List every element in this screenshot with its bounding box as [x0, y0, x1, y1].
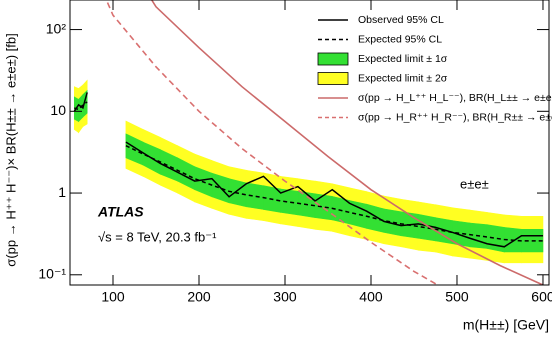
legend-label: Expected limit ± 1σ — [358, 53, 448, 65]
line — [150, 0, 544, 285]
x-tick-label: 300 — [273, 289, 297, 305]
channel-label: e±e± — [460, 176, 489, 191]
legend-label: Expected limit ± 2σ — [358, 72, 448, 84]
legend: Observed 95% CL Expected 95% CL Expected l… — [317, 14, 552, 123]
plot-area — [73, 0, 544, 285]
legend-swatch — [317, 52, 349, 66]
band — [486, 224, 505, 253]
x-tick-label: 600 — [531, 289, 552, 305]
legend-swatch — [317, 72, 349, 85]
band — [245, 182, 264, 210]
x-tick-label: 200 — [187, 289, 211, 305]
line — [125, 144, 543, 242]
band — [314, 193, 333, 221]
y-tick-label: 1 — [58, 184, 66, 200]
x-tick-label: 500 — [445, 289, 469, 305]
x-tick-label: 400 — [359, 289, 383, 305]
energy-label: √s = 8 TeV, 20.3 fb⁻¹ — [98, 229, 217, 244]
x-tick-label: 100 — [101, 289, 125, 305]
legend-label: σ(pp → H_R⁺⁺ H_R⁻⁻), BR(H_R±± → e±e±)=1 — [358, 111, 552, 123]
legend-label: Expected 95% CL — [358, 33, 442, 45]
y-tick-label: 10 — [50, 102, 66, 118]
y-tick-label: 10² — [46, 20, 67, 36]
atlas-label: ATLAS — [97, 204, 144, 220]
line — [73, 92, 88, 112]
x-axis-label: m(H±±) [GeV] — [463, 317, 549, 333]
legend-label: σ(pp → H_L⁺⁺ H_L⁻⁻), BR(H_L±± → e±e±)=1 — [358, 92, 552, 104]
line — [125, 141, 543, 248]
line — [105, 0, 440, 285]
legend-label: Observed 95% CL — [358, 14, 444, 26]
y-axis-label: σ(pp → H⁺⁺ H⁻⁻)× BR(H±± → e±e±) [fb] — [3, 33, 18, 266]
frame — [69, 0, 550, 286]
y-tick-label: 10⁻¹ — [38, 265, 66, 281]
